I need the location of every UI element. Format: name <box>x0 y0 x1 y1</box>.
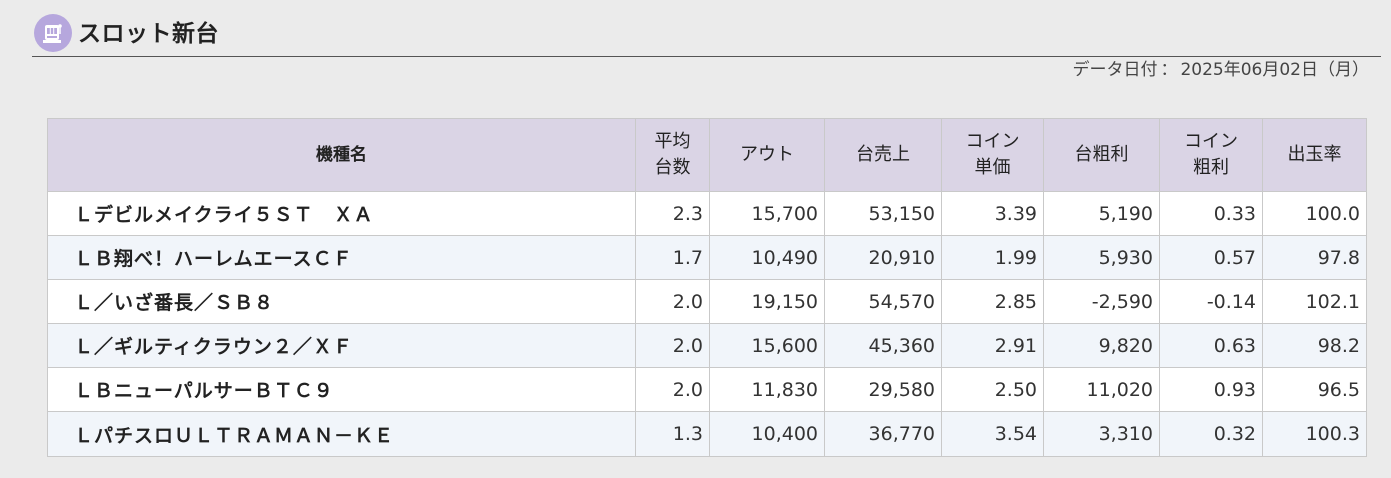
section-header: スロット新台 <box>32 12 1381 57</box>
slot-new-machines-table: 機種名 平均台数 アウト 台売上 コイン単価 台粗利 コイン粗利 出玉率 Ｌデビ… <box>47 118 1367 457</box>
header-coin-gross[interactable]: コイン 粗利 <box>1159 118 1263 192</box>
unit-sales-cell: 54,570 <box>824 279 942 324</box>
avg-units-cell: 2.3 <box>635 191 710 236</box>
header-coin-price-line2: 単価 <box>974 157 1011 178</box>
avg-units-cell: 1.7 <box>635 235 710 280</box>
coin-price-cell: 2.50 <box>941 367 1044 412</box>
out-cell: 10,490 <box>709 235 825 280</box>
unit-sales-cell: 45,360 <box>824 323 942 368</box>
machine-name-cell[interactable]: Ｌデビルメイクライ５ＳＴ ＸＡ <box>47 191 636 236</box>
header-out[interactable]: アウト <box>709 118 825 192</box>
avg-units-cell: 1.3 <box>635 411 710 457</box>
table-row: ＬＢ翔べ！ハーレムエースＣＦ 1.7 10,490 20,910 1.99 5,… <box>47 235 1367 280</box>
coin-gross-cell: 0.32 <box>1159 411 1263 457</box>
machine-name-cell[interactable]: ＬＢニューパルサーＢＴＣ９ <box>47 367 636 412</box>
header-avg-units[interactable]: 平均 台数 <box>635 118 710 192</box>
unit-sales-cell: 36,770 <box>824 411 942 457</box>
header-machine-name[interactable]: 機種名 <box>47 118 636 192</box>
machine-name-cell[interactable]: Ｌ／ギルティクラウン２／ＸＦ <box>47 323 636 368</box>
header-avg-units-line2: 台数 <box>654 157 691 178</box>
header-coin-price-line1: コイン <box>965 131 1020 152</box>
unit-sales-cell: 20,910 <box>824 235 942 280</box>
header-unit-gross-profit[interactable]: 台粗利 <box>1043 118 1160 192</box>
page-title: スロット新台 <box>78 21 219 47</box>
coin-gross-cell: 0.33 <box>1159 191 1263 236</box>
coin-gross-cell: 0.57 <box>1159 235 1263 280</box>
payout-rate-cell: 102.1 <box>1262 279 1367 324</box>
coin-price-cell: 2.91 <box>941 323 1044 368</box>
slot-machine-icon <box>34 14 72 52</box>
coin-price-cell: 1.99 <box>941 235 1044 280</box>
unit-gross-profit-cell: 9,820 <box>1043 323 1160 368</box>
payout-rate-cell: 100.3 <box>1262 411 1367 457</box>
machine-name-cell[interactable]: ＬパチスロＵＬＴＲＡＭＡＮ－ＫＥ <box>47 411 636 457</box>
unit-sales-cell: 53,150 <box>824 191 942 236</box>
machine-name-cell[interactable]: Ｌ／いざ番長／ＳＢ８ <box>47 279 636 324</box>
avg-units-cell: 2.0 <box>635 279 710 324</box>
unit-gross-profit-cell: 5,190 <box>1043 191 1160 236</box>
payout-rate-cell: 97.8 <box>1262 235 1367 280</box>
data-date-separator: ： <box>1160 60 1178 80</box>
payout-rate-cell: 98.2 <box>1262 323 1367 368</box>
data-date: データ日付： 2025年06月02日（月） <box>1072 59 1369 81</box>
table-row: Ｌ／いざ番長／ＳＢ８ 2.0 19,150 54,570 2.85 -2,590… <box>47 279 1367 324</box>
data-date-label: データ日付 <box>1072 60 1158 80</box>
coin-price-cell: 3.54 <box>941 411 1044 457</box>
unit-gross-profit-cell: 3,310 <box>1043 411 1160 457</box>
header-unit-sales[interactable]: 台売上 <box>824 118 942 192</box>
table-row: ＬパチスロＵＬＴＲＡＭＡＮ－ＫＥ 1.3 10,400 36,770 3.54 … <box>47 411 1367 457</box>
unit-gross-profit-cell: -2,590 <box>1043 279 1160 324</box>
payout-rate-cell: 96.5 <box>1262 367 1367 412</box>
table-row: Ｌデビルメイクライ５ＳＴ ＸＡ 2.3 15,700 53,150 3.39 5… <box>47 191 1367 236</box>
header-coin-gross-line2: 粗利 <box>1193 157 1229 178</box>
table-row: ＬＢニューパルサーＢＴＣ９ 2.0 11,830 29,580 2.50 11,… <box>47 367 1367 412</box>
header-coin-gross-line1: コイン <box>1184 131 1238 152</box>
table-row: Ｌ／ギルティクラウン２／ＸＦ 2.0 15,600 45,360 2.91 9,… <box>47 323 1367 368</box>
out-cell: 19,150 <box>709 279 825 324</box>
unit-gross-profit-cell: 11,020 <box>1043 367 1160 412</box>
out-cell: 15,700 <box>709 191 825 236</box>
header-avg-units-line1: 平均 <box>654 131 691 152</box>
table-header-row: 機種名 平均台数 アウト 台売上 コイン単価 台粗利 コイン粗利 出玉率 <box>47 118 1367 192</box>
payout-rate-cell: 100.0 <box>1262 191 1367 236</box>
data-date-value: 2025年06月02日（月） <box>1180 60 1369 80</box>
out-cell: 11,830 <box>709 367 825 412</box>
coin-price-cell: 3.39 <box>941 191 1044 236</box>
unit-gross-profit-cell: 5,930 <box>1043 235 1160 280</box>
machine-name-cell[interactable]: ＬＢ翔べ！ハーレムエースＣＦ <box>47 235 636 280</box>
header-payout-rate[interactable]: 出玉率 <box>1262 118 1367 192</box>
out-cell: 15,600 <box>709 323 825 368</box>
header-coin-price[interactable]: コイン 単価 <box>941 118 1044 192</box>
coin-price-cell: 2.85 <box>941 279 1044 324</box>
coin-gross-cell: -0.14 <box>1159 279 1263 324</box>
coin-gross-cell: 0.93 <box>1159 367 1263 412</box>
unit-sales-cell: 29,580 <box>824 367 942 412</box>
out-cell: 10,400 <box>709 411 825 457</box>
avg-units-cell: 2.0 <box>635 367 710 412</box>
coin-gross-cell: 0.63 <box>1159 323 1263 368</box>
avg-units-cell: 2.0 <box>635 323 710 368</box>
